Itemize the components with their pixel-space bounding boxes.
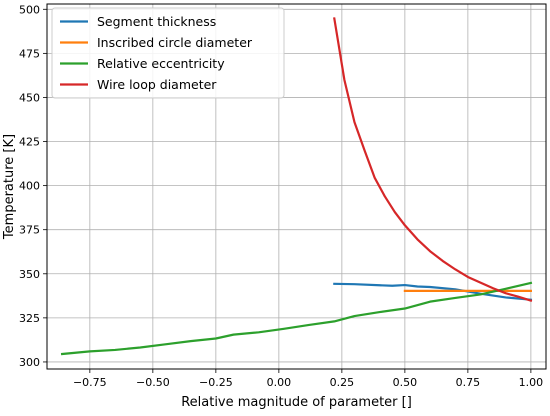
series-line-segment-thickness	[333, 282, 533, 301]
y-tick-label: 450	[19, 91, 40, 104]
legend-label: Relative eccentricity	[97, 56, 225, 71]
y-tick-label: 500	[19, 3, 40, 16]
x-tick-label: 0.50	[393, 376, 418, 389]
plot-frame	[46, 3, 547, 370]
legend-label: Inscribed circle diameter	[97, 35, 253, 50]
x-axis-label: Relative magnitude of parameter []	[181, 395, 412, 410]
y-tick-label: 475	[19, 47, 40, 60]
y-tick-label: 400	[19, 180, 40, 193]
y-tick-label: 350	[19, 268, 40, 281]
y-tick-label: 325	[19, 312, 40, 325]
series-line-relative-eccentricity	[60, 281, 533, 356]
x-tick-label: 1.00	[519, 376, 544, 389]
tick-layer: −0.75 −0.50 −0.25 0.00 0.25 0.50 0.75 1.00 300 32…	[19, 3, 543, 389]
x-tick-label: −0.25	[199, 376, 233, 389]
x-tick-label: −0.75	[73, 376, 107, 389]
legend-label: Segment thickness	[97, 14, 216, 29]
legend-label: Wire loop diameter	[97, 77, 217, 92]
y-tick-label: 425	[19, 136, 40, 149]
y-tick-label: 300	[19, 356, 40, 369]
x-tick-label: 0.00	[267, 376, 292, 389]
x-tick-label: −0.50	[136, 376, 170, 389]
series-layer	[60, 17, 533, 356]
y-tick-label: 375	[19, 224, 40, 237]
legend-box	[51, 7, 285, 99]
y-axis-label: Temperature [K]	[2, 134, 17, 240]
x-tick-label: 0.25	[330, 376, 355, 389]
series-line-wire-loop-diameter	[333, 17, 533, 302]
legend: Segment thickness Inscribed circle diamet…	[51, 7, 285, 99]
x-tick-label: 0.75	[456, 376, 481, 389]
